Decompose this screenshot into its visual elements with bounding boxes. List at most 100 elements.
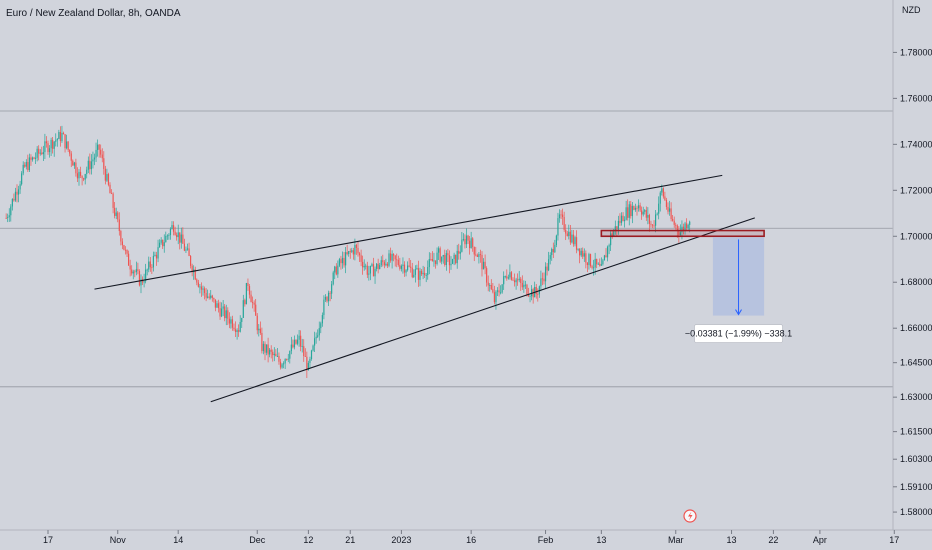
trendline[interactable] (94, 174, 723, 290)
candle-body[interactable] (606, 246, 609, 258)
candle-body[interactable] (444, 255, 446, 265)
candle-body[interactable] (470, 238, 472, 249)
candle-body[interactable] (402, 264, 404, 266)
candle-body[interactable] (95, 149, 97, 158)
candle-body[interactable] (524, 284, 526, 286)
trendline[interactable] (210, 217, 755, 403)
candle-body[interactable] (441, 256, 443, 262)
candle-body[interactable] (202, 288, 204, 290)
candle-body[interactable] (343, 257, 345, 266)
candle-body[interactable] (436, 252, 438, 264)
candle-body[interactable] (591, 266, 593, 268)
candle-body[interactable] (252, 302, 254, 303)
candle-body[interactable] (11, 198, 13, 207)
candle-body[interactable] (360, 255, 362, 262)
candle-body[interactable] (238, 330, 240, 332)
candle-body[interactable] (10, 206, 12, 216)
candle-body[interactable] (493, 292, 495, 303)
candle-body[interactable] (265, 344, 268, 353)
candle-body[interactable] (168, 235, 170, 236)
candle-body[interactable] (510, 272, 513, 280)
candle-body[interactable] (337, 265, 339, 275)
candle-body[interactable] (317, 335, 319, 337)
candle-body[interactable] (159, 242, 161, 248)
candle-body[interactable] (230, 319, 232, 324)
candle-body[interactable] (298, 335, 300, 340)
candle-body[interactable] (594, 258, 596, 268)
candle-body[interactable] (213, 298, 215, 300)
candle-body[interactable] (262, 343, 265, 352)
candle-body[interactable] (482, 261, 485, 270)
candle-body[interactable] (611, 233, 613, 237)
candle-body[interactable] (448, 255, 451, 266)
candle-body[interactable] (14, 191, 17, 201)
candle-body[interactable] (531, 289, 533, 297)
candle-body[interactable] (465, 235, 468, 245)
candle-body[interactable] (355, 244, 358, 248)
candle-body[interactable] (114, 207, 116, 216)
candle-body[interactable] (526, 284, 528, 295)
candle-body[interactable] (134, 271, 136, 273)
candle-body[interactable] (613, 231, 615, 237)
candle-body[interactable] (293, 339, 296, 348)
time-axis[interactable]: 17 Nov 14 Dec 12 21 2023 16 Feb 13 Mar 13 22 Apr 17 (43, 530, 899, 545)
candle-body[interactable] (665, 199, 668, 207)
candle-body[interactable] (309, 358, 311, 363)
candle-body[interactable] (645, 210, 647, 218)
candle-body[interactable] (476, 255, 478, 257)
candle-body[interactable] (473, 246, 475, 255)
candle-body[interactable] (537, 294, 539, 295)
candle-body[interactable] (380, 260, 382, 266)
candle-body[interactable] (22, 164, 24, 174)
candle-body[interactable] (489, 285, 491, 286)
candle-body[interactable] (121, 241, 123, 246)
candle-body[interactable] (53, 141, 55, 149)
candle-body[interactable] (388, 253, 390, 266)
candle-body[interactable] (620, 215, 623, 223)
candle-body[interactable] (673, 220, 675, 225)
candle-body[interactable] (568, 231, 570, 237)
candle-body[interactable] (417, 268, 420, 280)
candle-body[interactable] (513, 280, 516, 283)
candle-body[interactable] (186, 248, 189, 250)
candle-body[interactable] (357, 247, 359, 254)
candle-body[interactable] (580, 250, 582, 256)
candle-body[interactable] (394, 255, 396, 260)
candle-body[interactable] (383, 262, 385, 266)
candle-body[interactable] (203, 288, 206, 294)
candle-body[interactable] (456, 250, 458, 264)
candle-body[interactable] (304, 356, 306, 357)
candle-body[interactable] (668, 208, 671, 212)
candle-body[interactable] (332, 272, 334, 285)
candle-body[interactable] (420, 270, 423, 275)
candle-body[interactable] (17, 189, 20, 195)
candle-body[interactable] (310, 350, 313, 359)
candle-body[interactable] (120, 231, 122, 242)
candle-body[interactable] (579, 248, 581, 256)
candle-body[interactable] (562, 214, 564, 218)
candle-body[interactable] (180, 234, 182, 243)
candle-body[interactable] (233, 327, 235, 330)
candle-body[interactable] (389, 253, 392, 261)
candle-body[interactable] (279, 361, 282, 368)
candle-body[interactable] (484, 261, 486, 269)
candle-body[interactable] (100, 149, 102, 155)
candle-body[interactable] (84, 174, 86, 180)
candle-body[interactable] (627, 207, 629, 218)
candle-body[interactable] (225, 310, 227, 319)
candle-body[interactable] (97, 144, 99, 150)
candle-body[interactable] (62, 132, 65, 135)
measure-tool[interactable]: −0.03381 (−1.99%) −338.1 (685, 237, 792, 343)
candle-body[interactable] (13, 198, 15, 201)
candle-body[interactable] (407, 265, 409, 271)
candle-body[interactable] (171, 225, 173, 229)
candle-body[interactable] (405, 270, 407, 273)
candle-body[interactable] (148, 261, 150, 270)
candle-body[interactable] (554, 244, 556, 253)
candle-body[interactable] (162, 239, 164, 247)
candle-body[interactable] (315, 336, 317, 339)
candle-body[interactable] (490, 285, 492, 290)
support-zone[interactable] (600, 229, 765, 238)
candle-body[interactable] (507, 277, 509, 279)
candle-body[interactable] (358, 253, 361, 256)
